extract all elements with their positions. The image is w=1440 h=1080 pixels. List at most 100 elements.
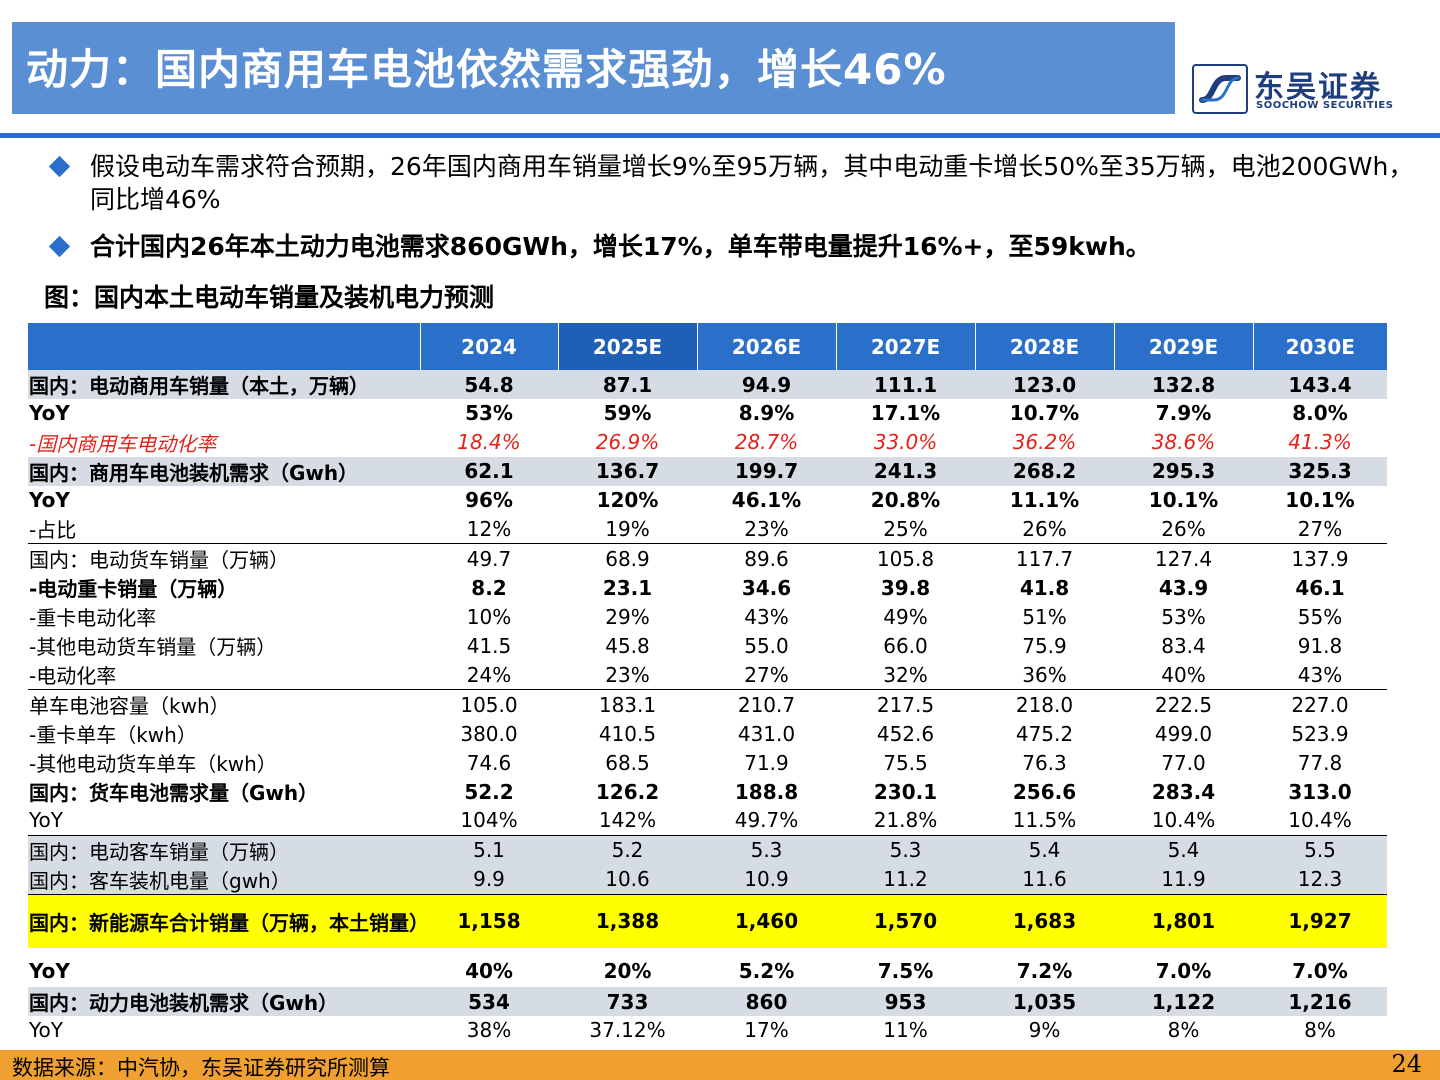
table-cell: 431.0 [737,721,796,746]
table-row: -重卡电动化率 10% 29% 43% 49% 51% 53% 55% [28,602,1387,631]
row-label: 单车电池容量（kwh） [29,694,230,719]
row-label: 国内：客车装机电量（gwh） [28,864,420,895]
table-cell: 199.7 [697,456,836,486]
table-header-row: 2024 2025E 2026E 2027E 2028E 2029E 2030E [28,323,1387,370]
table-row: 单车电池容量（kwh） 105.0 183.1 210.7 217.5 218.0 222.… [28,690,1387,720]
table-cell: 5.3 [836,834,975,865]
data-source: 数据来源：中汽协，东吴证券研究所测算 [12,1056,390,1080]
figure-title: 图：国内本土电动车销量及装机电力预测 [44,283,495,312]
table-cell: 55% [1297,604,1343,629]
table-cell: 1,388 [558,893,697,949]
table-cell: 8.0% [1292,401,1348,426]
table-cell: 49.7% [734,808,799,833]
row-label: -重卡电动化率 [29,606,157,631]
table-cell: 74.6 [466,750,512,775]
bullet-item: 假设电动车需求符合预期，26年国内商用车销量增长9%至95万辆，其中电动重卡增长… [44,150,1414,216]
header-cell: 2028E [974,323,1114,370]
table-cell: 12% [466,516,512,541]
table-cell: 283.4 [1151,779,1216,804]
table-cell: 75.5 [883,750,928,775]
row-label: -国内商用车电动化率 [29,431,217,456]
row-label: 国内：电动货车销量（万辆） [28,543,420,574]
table-cell: 62.1 [420,456,558,486]
table-cell: 68.9 [558,543,697,574]
table-cell: 94.9 [697,370,836,399]
row-label: 国内：新能源车合计销量（万辆，本土销量） [28,893,429,949]
row-label: -电动重卡销量（万辆） [29,577,238,602]
table-cell: 860 [697,987,836,1017]
header-cell: 2029E [1113,323,1253,370]
slide-title: 动力：国内商用车电池依然需求强劲，增长46% [26,45,947,94]
table-cell: 29% [605,604,650,629]
table-row: YoY 38% 37.12% 17% 11% 9% 8% 8% [28,1016,1387,1045]
table-cell: 8% [1304,1018,1336,1043]
table-cell: 7.0% [1155,959,1212,984]
table-cell: 18.4% [457,430,521,455]
table-row: -其他电动货车单车（kwh） 74.6 68.5 71.9 75.5 76.3 77.0 77… [28,748,1387,777]
table-cell: 27% [1297,516,1343,541]
table-cell: 8% [1167,1018,1200,1043]
table-cell: 19% [605,516,650,541]
table-cell: 23.1 [602,575,653,600]
table-cell: 55.0 [744,633,789,658]
table-cell: 23% [744,516,789,541]
diamond-bullet-icon [48,155,71,178]
header-cell: 2025E [557,323,697,370]
table-cell: 132.8 [1114,370,1253,399]
table-cell: 10.7% [1009,401,1080,426]
table-cell: 8.9% [738,401,795,426]
table-cell: 111.1 [836,370,975,399]
table-cell: 40% [465,959,513,984]
table-row: YoY 40% 20% 5.2% 7.5% 7.2% 7.0% 7.0% [28,948,1387,987]
page-number: 24 [1391,1050,1422,1078]
table-cell: 33.0% [873,430,938,455]
table-row: 国内：商用车电池装机需求（Gwh） 62.1 136.7 199.7 241.3 268.… [28,456,1387,486]
table-cell: 43% [1253,660,1387,691]
table-cell: 23% [558,660,697,691]
table-cell: 183.1 [598,692,657,717]
table-cell: 499.0 [1154,721,1213,746]
table-cell: 39.8 [880,575,931,600]
row-label: -其他电动货车销量（万辆） [29,635,277,660]
table-cell: 534 [420,987,558,1017]
table-cell: 104% [460,808,518,833]
diamond-bullet-icon [48,235,71,258]
table-cell: 143.4 [1253,370,1387,399]
table-cell: 38% [466,1018,512,1043]
row-label: 国内：电动客车销量（万辆） [28,834,420,865]
table-row: YoY 104% 142% 49.7% 21.8% 11.5% 10.4% 10.4% [28,806,1387,835]
table-cell: 20% [603,959,652,984]
table-cell: 49.7 [420,543,558,574]
table-cell: 210.7 [737,692,796,717]
table-cell: 75.9 [1022,633,1067,658]
bullet-text: 假设电动车需求符合预期，26年国内商用车销量增长9%至95万辆，其中电动重卡增长… [90,152,1414,214]
row-label: 国内：电动商用车销量（本土，万辆） [28,370,420,399]
forecast-table: 2024 2025E 2026E 2027E 2028E 2029E 2030E… [28,323,1387,1074]
table-cell: 11.2 [836,864,975,895]
title-bar: 动力：国内商用车电池依然需求强劲，增长46% [12,22,1175,114]
company-logo: 东吴证券 SOOCHOW SECURITIES [1192,62,1412,116]
table-cell: 41.5 [466,633,512,658]
table-cell: 10.4% [1288,808,1352,833]
table-cell: 126.2 [595,779,660,804]
table-cell: 43% [744,604,789,629]
table-row: 国内：电动商用车销量（本土，万辆） 54.8 87.1 94.9 111.1 123.0 1… [28,370,1387,399]
row-label: -重卡单车（kwh） [29,723,197,748]
logo-name: 东吴证券 [1254,70,1382,105]
table-cell: 17% [744,1018,789,1043]
table-cell: 1,460 [697,893,836,949]
row-label: -其他电动货车单车（kwh） [29,752,277,777]
table-cell: 76.3 [1022,750,1067,775]
table-cell: 89.6 [697,543,836,574]
table-cell: 51% [1022,604,1067,629]
table-cell: 523.9 [1291,721,1349,746]
table-cell: 10.9 [697,864,836,895]
table-cell: 52.2 [464,779,514,804]
table-row: YoY 53% 59% 8.9% 17.1% 10.7% 7.9% 8.0% [28,399,1387,428]
table-row: 国内：货车电池需求量（Gwh） 52.2 126.2 188.8 230.1 256.6 2… [28,777,1387,806]
table-cell: 20.8% [870,488,941,513]
table-cell: 34.6 [741,575,792,600]
table-cell: 26% [1161,516,1206,541]
table-cell: 1,683 [975,893,1114,949]
table-cell: 32% [836,660,975,691]
